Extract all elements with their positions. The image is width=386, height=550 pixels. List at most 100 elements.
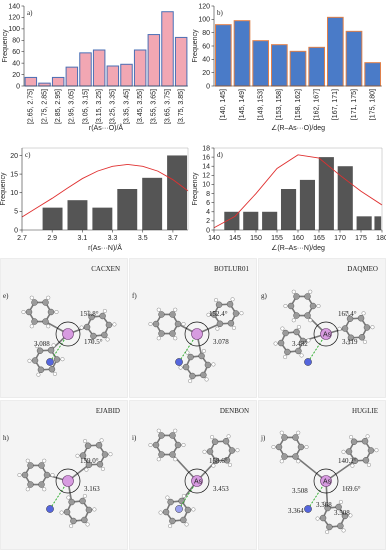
hydrogen-atom <box>50 472 55 478</box>
hydrogen-atom <box>173 428 178 433</box>
y-tick-label: 120 <box>198 3 210 10</box>
panel-label: j) <box>260 434 266 442</box>
annotation: 3.453 <box>213 485 229 493</box>
hydrogen-atom <box>79 325 84 330</box>
carbon-atom <box>287 302 295 310</box>
annotation: 167.4° <box>338 310 357 318</box>
refcode: HUGLIE <box>352 407 378 415</box>
hydrogen-atom <box>348 513 353 518</box>
carbon-atom <box>174 441 182 449</box>
arsenic-atom <box>320 475 332 487</box>
bar <box>289 50 307 87</box>
hydrogen-atom <box>181 442 186 448</box>
x-tick-label: 3.7 <box>168 235 178 242</box>
x-tick-label: [3.05, 3.15] <box>82 89 89 124</box>
hydrogen-atom <box>296 430 301 435</box>
nitrogen-atom <box>304 358 312 366</box>
bar <box>345 30 363 87</box>
carbon-atom <box>326 523 333 531</box>
carbon-atom <box>211 438 219 445</box>
arsenic-atom <box>320 328 332 340</box>
hydrogen-atom <box>322 501 327 506</box>
carbon-atom <box>152 320 160 328</box>
carbon-atom <box>88 313 95 321</box>
bar <box>106 65 120 87</box>
hydrogen-atom <box>42 487 47 492</box>
carbon-atom <box>284 348 291 356</box>
carbon-atom <box>43 471 51 479</box>
hydrogen-atom <box>86 310 91 315</box>
x-tick-label: 2.9 <box>47 235 57 242</box>
panel-label: i) <box>132 434 137 442</box>
hydrogen-atom <box>291 289 296 294</box>
hydrogen-atom <box>211 362 216 367</box>
hydrogen-atom <box>308 318 313 323</box>
y-tick-label: 60 <box>12 49 20 56</box>
hydrogen-atom <box>341 528 346 533</box>
y-tick-label: 18 <box>202 145 210 152</box>
carbon-atom <box>81 516 88 524</box>
carbon-atom <box>189 372 196 380</box>
x-tick-label: 145 <box>229 235 241 242</box>
y-axis-label: Frequency <box>2 29 9 63</box>
hydrogen-atom <box>349 435 354 440</box>
y-tick-label: 100 <box>8 26 20 33</box>
angle-mark <box>313 321 339 347</box>
nitrogen-atom <box>304 505 312 513</box>
carbon-atom <box>99 312 106 320</box>
carbon-atom <box>341 325 349 332</box>
y-tick-label: 40 <box>12 60 20 67</box>
carbon-atom <box>223 457 231 464</box>
hydrogen-atom <box>231 325 236 330</box>
bar <box>233 20 251 87</box>
carbon-atom <box>180 516 187 524</box>
hydrogen-atom <box>214 298 219 303</box>
hydrogen-atom <box>165 495 170 500</box>
hydrogen-atom <box>291 318 296 323</box>
carbon-atom <box>228 447 236 454</box>
y-tick-label: 20 <box>202 70 210 77</box>
hydrogen-atom <box>283 354 288 360</box>
x-tick-label: [145, 149] <box>239 89 246 120</box>
bar <box>67 200 88 230</box>
structure-panel: As 167.4° 3.119 3.432 g) DAQMEO <box>258 258 386 398</box>
carbon-atom <box>198 352 205 360</box>
carbon-atom <box>212 457 220 465</box>
carbon-atom <box>47 346 55 354</box>
x-tick-label: [175, 180] <box>370 89 377 120</box>
hydrogen-atom <box>338 499 343 505</box>
hydrogen-atom <box>156 428 161 433</box>
bar <box>120 63 133 87</box>
hydrogen-atom <box>365 434 370 439</box>
carbon-atom <box>350 438 358 445</box>
hydrogen-atom <box>181 321 186 327</box>
y-tick-label: 20 <box>10 153 18 160</box>
x-tick-label: 160 <box>292 235 304 242</box>
hydrogen-atom <box>173 457 178 462</box>
bar <box>280 189 297 230</box>
x-tick-label: 180 <box>376 235 386 242</box>
carbon-atom <box>83 323 91 331</box>
x-tick-label: 150 <box>250 235 262 242</box>
hydrogen-atom <box>36 372 41 377</box>
carbon-atom <box>319 514 327 522</box>
carbon-atom <box>169 432 176 439</box>
y-axis-label: Frequency <box>192 172 199 206</box>
bar <box>24 76 38 87</box>
y-tick-label: 14 <box>202 164 210 171</box>
x-tick-label: [3.65, 3.75] <box>164 89 171 124</box>
annotation: 140.2° <box>338 457 357 465</box>
hydrogen-atom <box>201 348 206 354</box>
hydrogen-atom <box>51 343 56 348</box>
panel-label: a) <box>27 9 33 17</box>
hydrogen-atom <box>25 458 30 463</box>
x-tick-label: 3.3 <box>108 235 118 242</box>
bar <box>214 24 232 87</box>
arsenic-atom <box>62 475 74 487</box>
carbon-atom <box>337 522 344 530</box>
x-tick-label: 175 <box>355 235 367 242</box>
annotation: 169.6° <box>342 485 361 493</box>
hydrogen-atom <box>350 463 355 468</box>
x-tick-label: 165 <box>313 235 325 242</box>
carbon-atom <box>282 329 289 337</box>
